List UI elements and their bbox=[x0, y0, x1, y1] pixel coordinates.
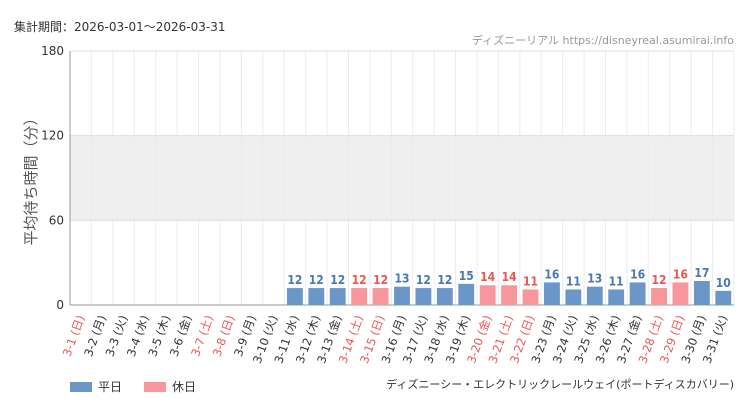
y-tick-label: 0 bbox=[56, 298, 64, 312]
bar bbox=[651, 288, 667, 305]
legend-weekday-label: 平日 bbox=[98, 380, 123, 394]
bar bbox=[501, 285, 518, 305]
bar bbox=[415, 288, 432, 305]
bar-value-label: 12 bbox=[652, 273, 667, 287]
y-tick-label: 60 bbox=[49, 213, 64, 227]
bar-value-label: 11 bbox=[609, 274, 624, 288]
bar-value-label: 16 bbox=[544, 267, 559, 281]
bar-value-label: 15 bbox=[459, 269, 474, 283]
bar bbox=[629, 282, 646, 305]
legend: 平日 休日 bbox=[70, 378, 196, 395]
bar-value-label: 13 bbox=[587, 272, 602, 286]
bar-value-label: 12 bbox=[416, 273, 431, 287]
legend-holiday-swatch bbox=[144, 381, 167, 392]
bar-value-label: 12 bbox=[330, 273, 345, 287]
bar-value-label: 17 bbox=[694, 266, 709, 280]
attraction-name: ディズニーシー・エレクトリックレールウェイ(ポートディスカバリー) bbox=[386, 378, 734, 391]
bar bbox=[351, 288, 368, 305]
bar-value-label: 12 bbox=[287, 273, 302, 287]
bar bbox=[479, 285, 496, 305]
y-axis-title: 平均待ち時間（分） bbox=[22, 110, 40, 245]
bar bbox=[715, 290, 732, 305]
bar bbox=[308, 288, 325, 305]
bar bbox=[544, 282, 560, 305]
bar bbox=[436, 288, 453, 305]
bar-value-label: 11 bbox=[523, 274, 538, 288]
shaded-band bbox=[70, 135, 734, 221]
bar-value-label: 13 bbox=[394, 272, 409, 286]
bar bbox=[458, 283, 475, 305]
bar bbox=[394, 286, 410, 305]
y-tick-label: 180 bbox=[41, 44, 64, 58]
bar-value-label: 12 bbox=[309, 273, 324, 287]
bar bbox=[286, 288, 303, 305]
bar-value-label: 11 bbox=[566, 274, 581, 288]
bar bbox=[586, 286, 603, 305]
bar-value-label: 14 bbox=[480, 270, 496, 284]
bar-value-label: 10 bbox=[716, 276, 731, 290]
bar bbox=[608, 289, 625, 305]
bar-value-label: 16 bbox=[630, 267, 645, 281]
bar bbox=[329, 288, 346, 305]
bar bbox=[565, 289, 582, 305]
bar-value-label: 12 bbox=[373, 273, 388, 287]
bar-value-label: 12 bbox=[352, 273, 367, 287]
bar bbox=[693, 281, 710, 305]
bar bbox=[372, 288, 389, 305]
bar bbox=[522, 289, 539, 305]
bar bbox=[672, 282, 689, 305]
legend-weekday-swatch bbox=[70, 381, 92, 392]
period-label: 集計期間：2026-03-01〜2026-03-31 bbox=[14, 20, 226, 34]
bar-value-label: 16 bbox=[673, 267, 688, 281]
source-credit[interactable]: ディズニーリアル https://disneyreal.asumirai.inf… bbox=[471, 34, 734, 47]
y-tick-label: 120 bbox=[41, 129, 64, 143]
bar-value-label: 14 bbox=[502, 270, 518, 284]
bar-value-label: 12 bbox=[437, 273, 452, 287]
legend-holiday-label: 休日 bbox=[172, 380, 197, 394]
